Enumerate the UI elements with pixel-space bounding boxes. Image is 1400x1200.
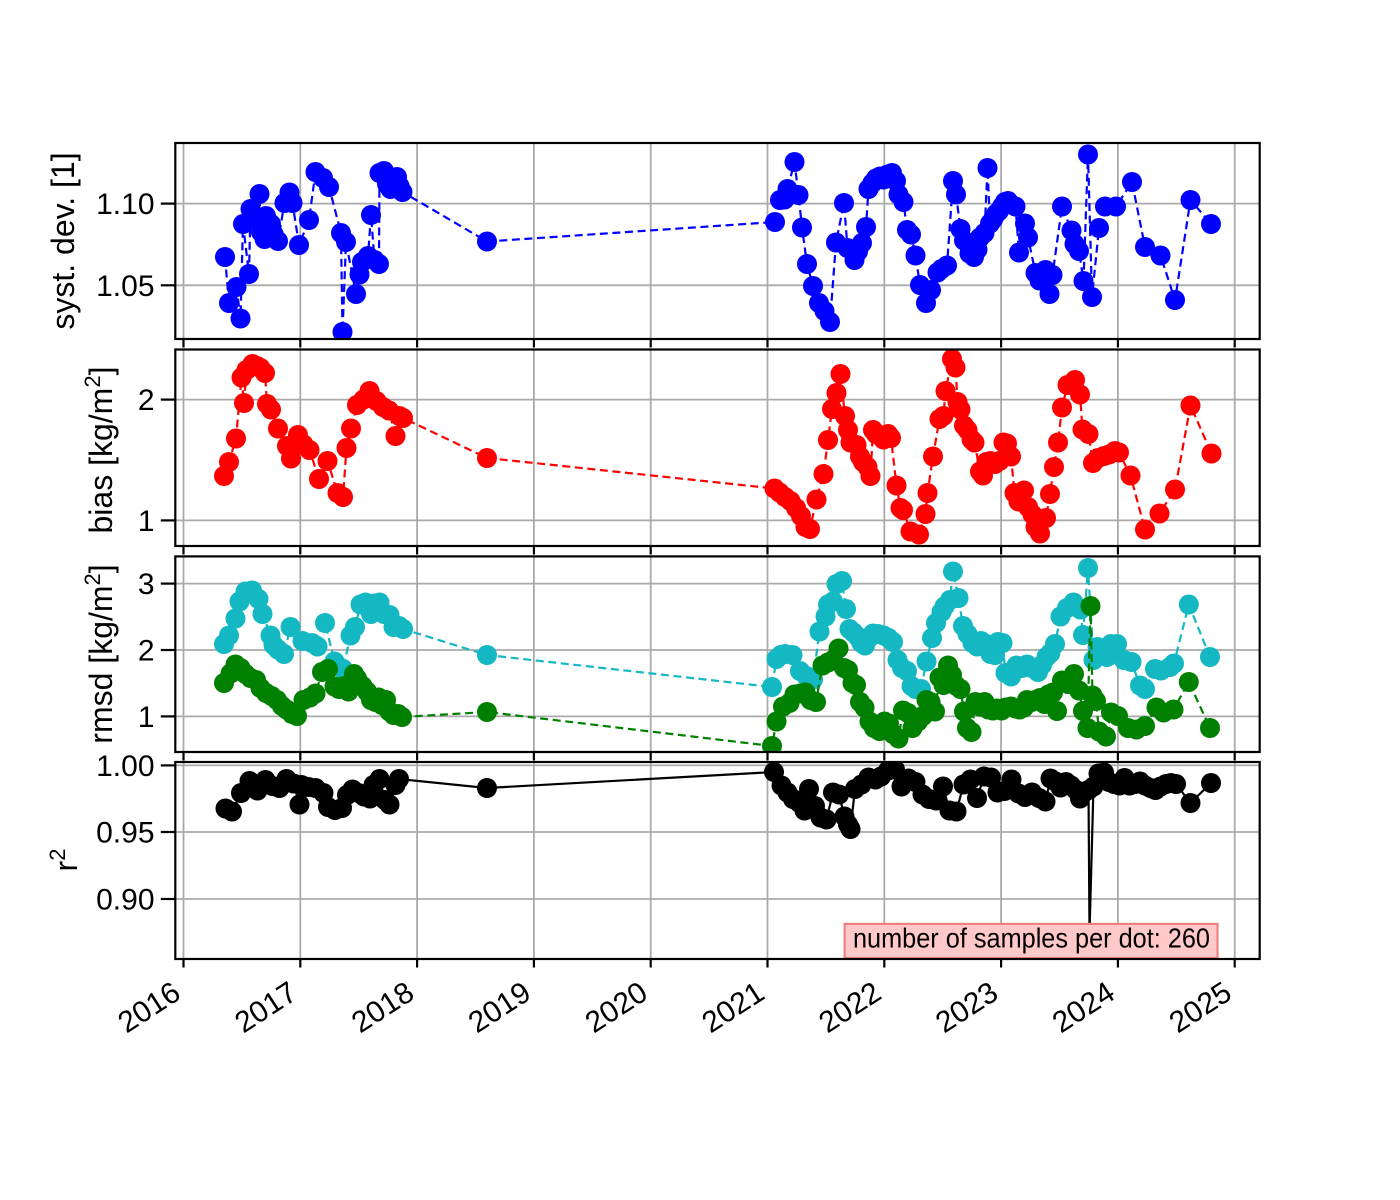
svg-text:2: 2	[138, 635, 155, 668]
svg-text:syst. dev. [1]: syst. dev. [1]	[45, 152, 81, 329]
svg-text:1.05: 1.05	[96, 270, 154, 303]
svg-text:r2​: r2​	[45, 849, 84, 872]
svg-text:0.90: 0.90	[96, 884, 154, 917]
svg-text:1: 1	[138, 701, 155, 734]
svg-text:0.95: 0.95	[96, 817, 154, 850]
svg-text:1: 1	[138, 505, 155, 538]
svg-text:2: 2	[138, 384, 155, 417]
svg-text:1.10: 1.10	[96, 188, 154, 221]
svg-text:number of samples per dot: 260: number of samples per dot: 260	[853, 923, 1210, 954]
svg-text:3: 3	[138, 568, 155, 601]
svg-text:1.00: 1.00	[96, 750, 154, 783]
svg-text:rmsd [kg/m2​]: rmsd [kg/m2​]	[80, 564, 119, 743]
svg-text:bias [kg/m2​]: bias [kg/m2​]	[80, 367, 119, 534]
